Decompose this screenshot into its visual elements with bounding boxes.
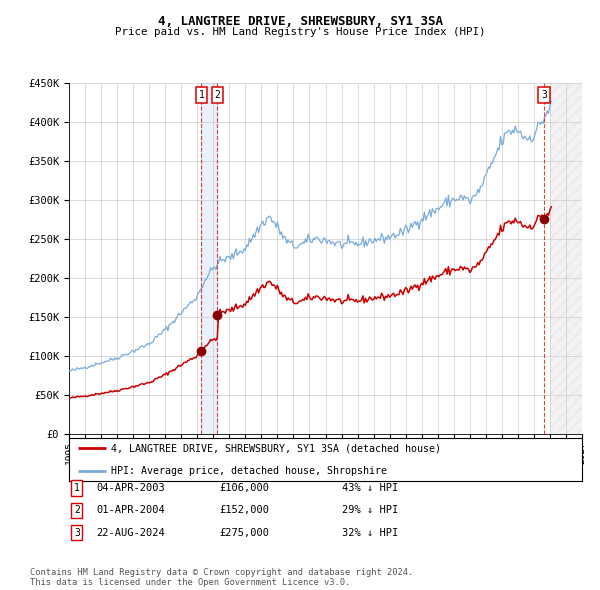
Text: 4, LANGTREE DRIVE, SHREWSBURY, SY1 3SA: 4, LANGTREE DRIVE, SHREWSBURY, SY1 3SA xyxy=(157,15,443,28)
Bar xyxy=(550,83,582,434)
Text: 1: 1 xyxy=(74,483,80,493)
Text: £275,000: £275,000 xyxy=(219,528,269,537)
Text: 01-APR-2004: 01-APR-2004 xyxy=(96,506,165,515)
Text: 22-AUG-2024: 22-AUG-2024 xyxy=(96,528,165,537)
Text: 3: 3 xyxy=(541,90,547,100)
Text: 2: 2 xyxy=(74,506,80,515)
Text: 43% ↓ HPI: 43% ↓ HPI xyxy=(342,483,398,493)
Text: £106,000: £106,000 xyxy=(219,483,269,493)
Text: 2: 2 xyxy=(214,90,220,100)
Bar xyxy=(202,83,217,434)
Text: 04-APR-2003: 04-APR-2003 xyxy=(96,483,165,493)
Text: £152,000: £152,000 xyxy=(219,506,269,515)
Text: Contains HM Land Registry data © Crown copyright and database right 2024.
This d: Contains HM Land Registry data © Crown c… xyxy=(30,568,413,587)
Text: 32% ↓ HPI: 32% ↓ HPI xyxy=(342,528,398,537)
Text: HPI: Average price, detached house, Shropshire: HPI: Average price, detached house, Shro… xyxy=(111,466,387,476)
Text: 29% ↓ HPI: 29% ↓ HPI xyxy=(342,506,398,515)
Text: 3: 3 xyxy=(74,528,80,537)
Text: 4, LANGTREE DRIVE, SHREWSBURY, SY1 3SA (detached house): 4, LANGTREE DRIVE, SHREWSBURY, SY1 3SA (… xyxy=(111,443,441,453)
Text: 1: 1 xyxy=(199,90,204,100)
Text: Price paid vs. HM Land Registry's House Price Index (HPI): Price paid vs. HM Land Registry's House … xyxy=(115,27,485,37)
